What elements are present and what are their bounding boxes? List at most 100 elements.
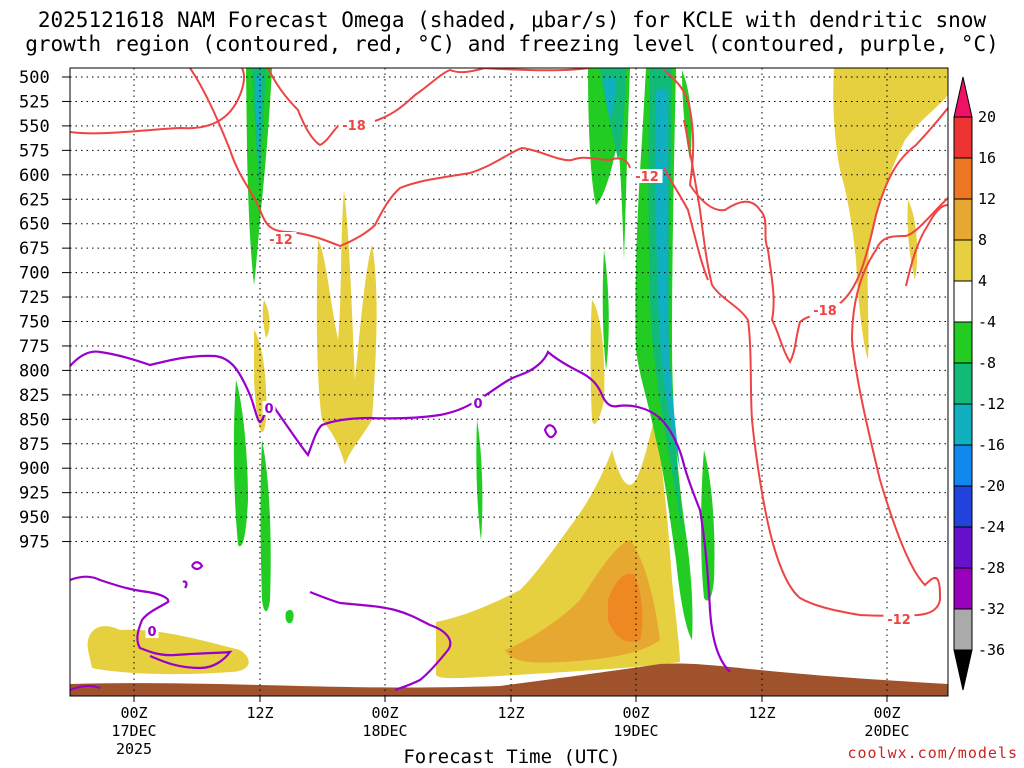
omega-shade-descent-1c (255, 75, 262, 165)
omega-shade-ascent-core-2 (608, 573, 643, 642)
x-tick-label-4: 00Z (622, 704, 649, 722)
colorbar-box-1 (953, 157, 973, 200)
colorbar-label-8: -16 (978, 436, 1005, 454)
colorbar-label-4: 4 (978, 272, 987, 290)
omega-shade-ascent-right (833, 68, 948, 360)
freezing-contour-small-loop (543, 424, 558, 439)
dgz-contour-minus18-left-2 (267, 68, 346, 147)
dgz-contour-minus18-top (479, 68, 591, 72)
contour-label-0: -18 (342, 119, 366, 134)
colorbar-box-12 (953, 608, 973, 651)
contour-label-2: -12 (635, 170, 659, 185)
colorbar-label-1: 16 (978, 149, 996, 167)
dgz-contour-minus12-edge (905, 204, 948, 287)
colorbar-label-11: -28 (978, 559, 1005, 577)
y-tick-label-675: 675 (19, 239, 50, 259)
contour-label-7: 0 (147, 625, 156, 640)
y-tick-label-575: 575 (19, 141, 50, 161)
gridlines (70, 68, 948, 696)
omega-shade-descent-6c (604, 78, 616, 120)
freezing-contour-loop-1 (191, 561, 204, 571)
omega-shade-descent-10 (701, 450, 715, 601)
colorbar-box-4 (953, 280, 973, 323)
y-tick-label-625: 625 (19, 190, 50, 210)
x-tick-date-0: 17DEC (111, 722, 156, 740)
y-tick-label-950: 950 (19, 508, 50, 528)
x-tick-label-0: 00Z (120, 704, 147, 722)
colorbar-box-10 (953, 526, 973, 569)
contour-labels: -18 -12 -12 -18 -12 0 0 0 (145, 118, 915, 640)
dgz-contour-minus12-inner (683, 119, 948, 617)
contour-label-3: -18 (813, 304, 837, 319)
dgz-contour-minus18-left (70, 68, 245, 135)
plot-area (70, 68, 948, 696)
colorbar-label-12: -32 (978, 600, 1005, 618)
y-tick-label-975: 975 (19, 533, 50, 553)
omega-shade-ascent-mid (316, 190, 377, 465)
colorbar-box-8 (953, 444, 973, 487)
dgz-contour-minus18-right (837, 107, 948, 306)
omega-shade-descent-5 (476, 420, 483, 540)
contour-label-bg-6 (471, 396, 485, 410)
y-tick-label-925: 925 (19, 484, 50, 504)
y-tick-label-725: 725 (19, 288, 50, 308)
contour-label-bg-7 (145, 624, 159, 638)
colorbar-top-arrow (953, 76, 973, 118)
omega-shade-descent-7c (656, 90, 680, 470)
contour-label-bg-0 (338, 118, 370, 132)
y-tick-label-875: 875 (19, 435, 50, 455)
omega-shade-descent-3 (260, 440, 271, 612)
x-tick-label-5: 12Z (748, 704, 775, 722)
colorbar-box-5 (953, 321, 973, 364)
dgz-contour-minus12-top (189, 68, 631, 248)
colorbar-box-3 (953, 239, 973, 282)
omega-shading (87, 68, 948, 679)
freezing-level-contours (70, 350, 731, 692)
colorbar-box-0 (953, 116, 973, 159)
colorbar-box-6 (953, 362, 973, 405)
y-tick-label-800: 800 (19, 361, 50, 381)
colorbar-box-11 (953, 567, 973, 610)
dgz-contours (70, 68, 948, 617)
contour-label-bg-2 (631, 169, 663, 183)
freezing-contour-low-left (70, 575, 233, 670)
colorbar-label-6: -8 (978, 354, 996, 372)
chart-title-line-1: 2025121618 NAM Forecast Omega (shaded, μ… (37, 8, 987, 32)
x-tick-date-6: 20DEC (864, 722, 909, 740)
colorbar-label-2: 12 (978, 190, 996, 208)
x-axis-title: Forecast Time (UTC) (403, 746, 621, 768)
contour-label-5: 0 (264, 402, 273, 417)
dgz-contour-minus12-mid (663, 167, 709, 281)
x-tick-label-6: 00Z (873, 704, 900, 722)
freezing-contour-loop-2 (182, 580, 188, 589)
y-tick-label-525: 525 (19, 92, 50, 112)
colorbar: 20 16 12 8 4 -4 -8 -12 -16 -20 -24 -28 -32 -36 (953, 76, 1005, 691)
omega-shade-descent-4 (285, 609, 294, 624)
colorbar-bottom-arrow (953, 649, 973, 691)
dgz-contour-minus12-right (663, 69, 819, 364)
plot-border (69, 67, 949, 697)
y-tick-label-825: 825 (19, 386, 50, 406)
contour-label-bg-3 (809, 303, 841, 317)
y-tick-label-500: 500 (19, 68, 50, 88)
colorbar-box-2 (953, 198, 973, 241)
colorbar-box-7 (953, 403, 973, 446)
omega-shade-descent-9 (602, 250, 609, 370)
contour-label-bg-4 (883, 612, 915, 626)
y-tick-label-600: 600 (19, 166, 50, 186)
freezing-contour-low-mid (309, 590, 452, 692)
x-tick-year-0: 2025 (116, 740, 152, 758)
omega-shade-ascent-low-left (87, 626, 249, 675)
contour-label-6: 0 (473, 397, 482, 412)
credit-text: coolwx.com/models (847, 744, 1018, 762)
colorbar-box-9 (953, 485, 973, 528)
omega-shade-descent-2 (233, 380, 248, 547)
chart-title-line-2: growth region (contoured, red, °C) and f… (25, 32, 999, 56)
x-tick-date-2: 18DEC (362, 722, 407, 740)
y-tick-label-550: 550 (19, 117, 50, 137)
y-tick-label-700: 700 (19, 264, 50, 284)
y-tick-label-775: 775 (19, 337, 50, 357)
y-tick-label-850: 850 (19, 410, 50, 430)
colorbar-label-9: -20 (978, 477, 1005, 495)
